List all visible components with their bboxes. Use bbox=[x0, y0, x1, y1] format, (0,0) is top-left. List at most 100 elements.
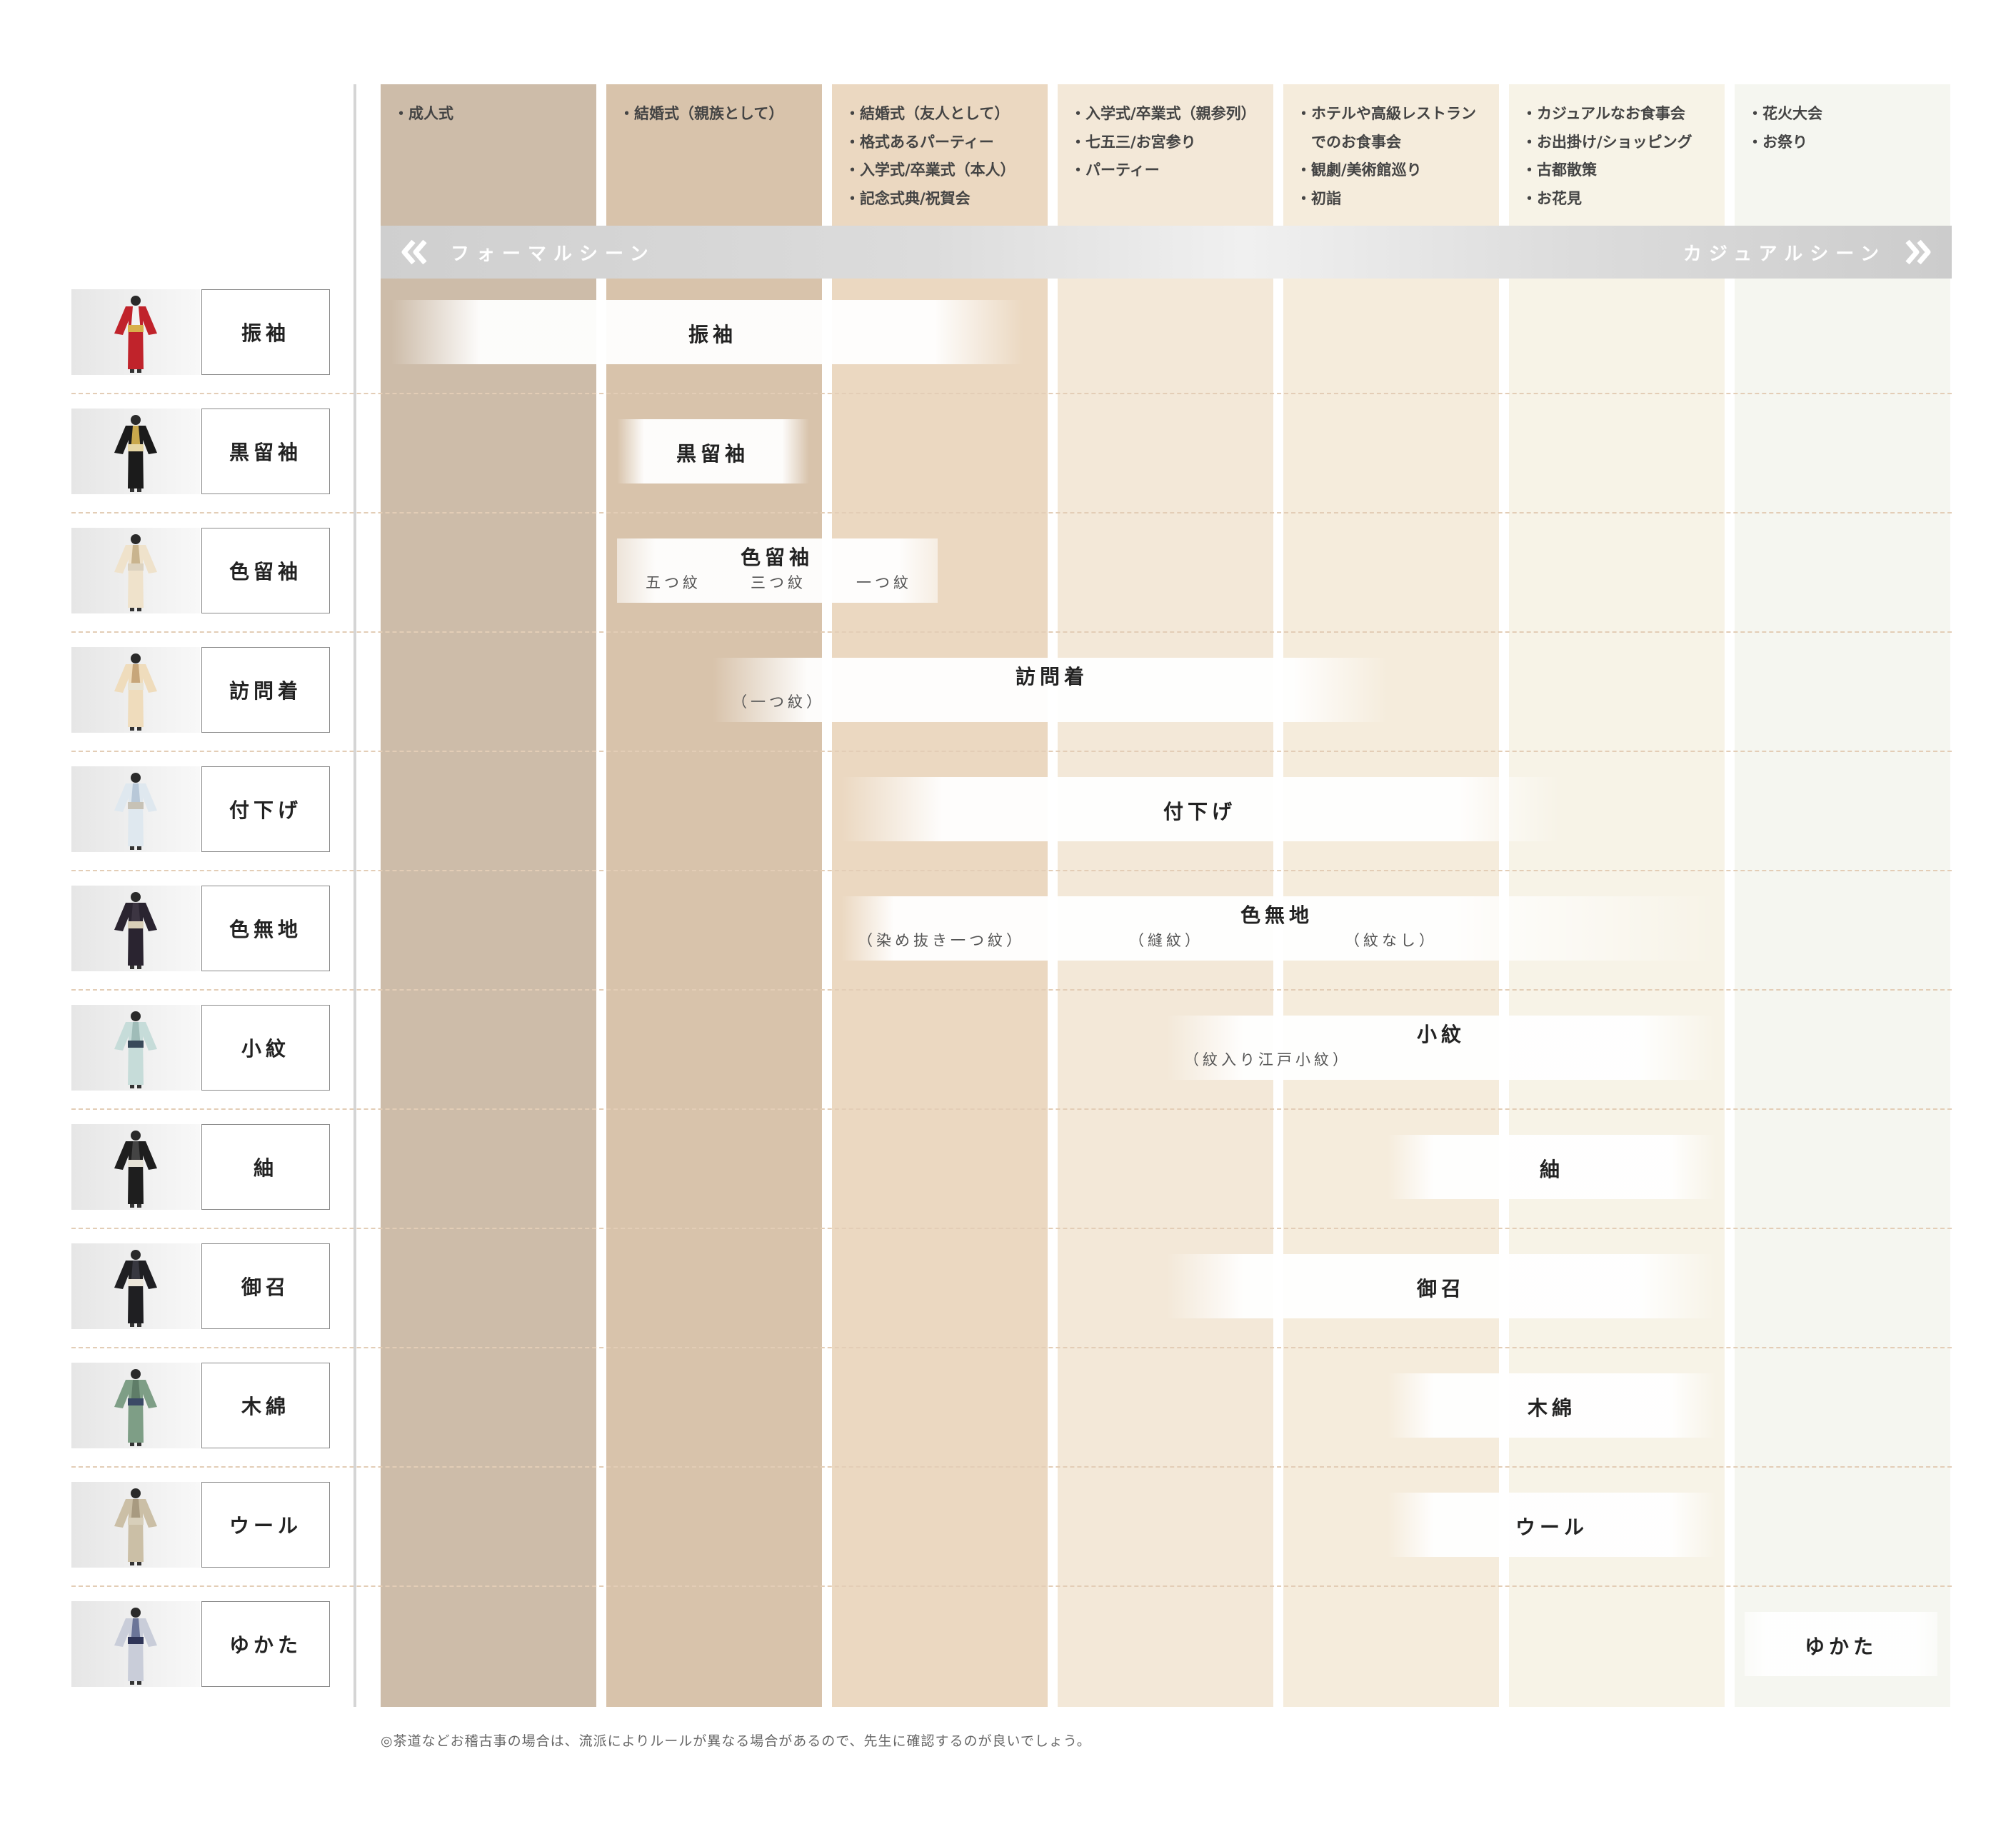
bar-label: 付下げ bbox=[1163, 800, 1237, 823]
kimono-name: 振袖 bbox=[201, 289, 330, 375]
kimono-figure-icon bbox=[71, 1243, 200, 1329]
kimono-name: 小紋 bbox=[201, 1005, 330, 1091]
kimono-thumbnail bbox=[71, 1124, 200, 1210]
crest-sub-label: （紋なし） bbox=[1345, 932, 1438, 949]
scene-item: でのお食事会 bbox=[1296, 133, 1401, 151]
row-separator bbox=[71, 1347, 1952, 1348]
occasion-column-5 bbox=[1283, 84, 1499, 1707]
kimono-thumbnail bbox=[71, 886, 200, 971]
bar-label: 紬 bbox=[1539, 1158, 1565, 1181]
formal-scene-label: フォーマルシーン bbox=[451, 244, 656, 265]
kimono-thumbnail bbox=[71, 409, 200, 494]
kimono-figure-icon bbox=[71, 289, 200, 375]
scene-item: ・七五三/お宮参り bbox=[1070, 133, 1196, 151]
casual-scene-label: カジュアルシーン bbox=[1682, 244, 1886, 265]
scene-list-7: ・花火大会 ・お祭り bbox=[1747, 100, 1955, 156]
scene-item: ・記念式典/祝賀会 bbox=[845, 189, 971, 207]
usage-range-bar bbox=[1745, 1612, 1937, 1676]
bar-label: 色無地 bbox=[1240, 903, 1314, 927]
scene-list-2: ・結婚式（親族として） bbox=[619, 100, 826, 129]
scene-item: ・パーティー bbox=[1070, 161, 1160, 179]
usage-range-bar bbox=[1388, 1135, 1716, 1199]
kimono-figure-icon bbox=[71, 886, 200, 971]
scene-item: ・お花見 bbox=[1522, 189, 1582, 207]
usage-range-bar bbox=[841, 896, 1716, 961]
scene-item: ・お祭り bbox=[1747, 133, 1807, 151]
kimono-name: ゆかた bbox=[201, 1601, 330, 1687]
scene-item: ・花火大会 bbox=[1747, 105, 1822, 122]
kimono-name: 紬 bbox=[201, 1124, 330, 1210]
bar-label: 色留袖 bbox=[740, 546, 814, 569]
footnote: ◎茶道などお稽古事の場合は、流派によりルールが異なる場合があるので、先生に確認す… bbox=[381, 1733, 1091, 1749]
formality-banner: フォーマルシーン カジュアルシーン bbox=[381, 226, 1952, 279]
double-chevron-right-icon bbox=[1905, 239, 1931, 265]
bar-label: 木綿 bbox=[1527, 1396, 1577, 1420]
scene-item: ・結婚式（親族として） bbox=[619, 105, 784, 122]
scene-list-6: ・カジュアルなお食事会 ・お出掛け/ショッピング ・古都散策 ・お花見 bbox=[1522, 100, 1729, 213]
usage-range-bar bbox=[617, 419, 809, 483]
kimono-figure-icon bbox=[71, 409, 200, 494]
kimono-name: 訪問着 bbox=[201, 647, 330, 733]
crest-sub-label: （縫紋） bbox=[1129, 932, 1203, 949]
scene-item: ・入学式/卒業式（親参列） bbox=[1070, 105, 1256, 122]
bar-label: 御召 bbox=[1416, 1277, 1466, 1301]
row-separator bbox=[71, 1228, 1952, 1229]
scene-item: ・古都散策 bbox=[1522, 161, 1597, 179]
kimono-figure-icon bbox=[71, 766, 200, 852]
scene-item: ・観劇/美術館巡り bbox=[1296, 161, 1422, 179]
kimono-name: 付下げ bbox=[201, 766, 330, 852]
usage-range-bar bbox=[713, 658, 1388, 722]
kimono-figure-icon bbox=[71, 647, 200, 733]
crest-sub-label: 五つ紋 bbox=[646, 574, 701, 591]
crest-sub-label: 一つ紋 bbox=[856, 574, 912, 591]
kimono-figure-icon bbox=[71, 1601, 200, 1687]
usage-range-bar bbox=[1388, 1373, 1716, 1438]
row-separator bbox=[71, 393, 1952, 394]
kimono-figure-icon bbox=[71, 1005, 200, 1091]
kimono-name: 御召 bbox=[201, 1243, 330, 1329]
scene-list-3: ・結婚式（友人として） ・格式あるパーティー ・入学式/卒業式（本人） ・記念式典/祝… bbox=[845, 100, 1052, 213]
scene-list-4: ・入学式/卒業式（親参列） ・七五三/お宮参り ・パーティー bbox=[1070, 100, 1278, 185]
scene-item: ・ホテルや高級レストラン bbox=[1296, 105, 1476, 122]
scene-item: ・カジュアルなお食事会 bbox=[1522, 105, 1685, 122]
scene-item: ・初詣 bbox=[1296, 189, 1341, 207]
row-separator bbox=[71, 751, 1952, 752]
kimono-thumbnail bbox=[71, 1243, 200, 1329]
scene-list-1: ・成人式 bbox=[393, 100, 601, 129]
kimono-thumbnail bbox=[71, 1005, 200, 1091]
row-separator bbox=[71, 631, 1952, 633]
row-separator bbox=[71, 512, 1952, 513]
row-separator bbox=[71, 1108, 1952, 1110]
kimono-thumbnail bbox=[71, 766, 200, 852]
scene-item: ・結婚式（友人として） bbox=[845, 105, 1010, 122]
kimono-name: 色無地 bbox=[201, 886, 330, 971]
usage-range-bar bbox=[1166, 1016, 1716, 1080]
scene-list-5: ・ホテルや高級レストラン でのお食事会・観劇/美術館巡り ・初詣 bbox=[1296, 100, 1503, 213]
kimono-figure-icon bbox=[71, 528, 200, 613]
bar-label: 黒留袖 bbox=[676, 442, 750, 466]
kimono-figure-icon bbox=[71, 1363, 200, 1448]
scene-item: ・格式あるパーティー bbox=[845, 133, 994, 151]
crest-sub-label: （一つ紋） bbox=[732, 693, 825, 711]
kimono-name: ウール bbox=[201, 1482, 330, 1568]
kimono-name: 色留袖 bbox=[201, 528, 330, 613]
usage-range-bar bbox=[617, 538, 938, 603]
usage-range-bar bbox=[391, 300, 1023, 364]
kimono-name: 木綿 bbox=[201, 1363, 330, 1448]
row-separator bbox=[71, 1585, 1952, 1587]
usage-range-bar bbox=[841, 777, 1559, 841]
bar-label: ウール bbox=[1515, 1515, 1589, 1539]
bar-label: ゆかた bbox=[1804, 1635, 1878, 1658]
crest-sub-label: （染め抜き一つ紋） bbox=[858, 932, 1025, 949]
vertical-divider bbox=[353, 84, 356, 1707]
occasion-column-4 bbox=[1058, 84, 1273, 1707]
row-separator bbox=[71, 1466, 1952, 1468]
bar-label: 小紋 bbox=[1416, 1023, 1466, 1046]
occasion-column-6 bbox=[1509, 84, 1725, 1707]
bar-label: 訪問着 bbox=[1015, 665, 1089, 688]
occasion-column-7 bbox=[1735, 84, 1950, 1707]
usage-range-bar bbox=[1166, 1254, 1716, 1318]
crest-sub-label: （紋入り江戸小紋） bbox=[1184, 1051, 1351, 1068]
kimono-thumbnail bbox=[71, 289, 200, 375]
kimono-thumbnail bbox=[71, 1601, 200, 1687]
